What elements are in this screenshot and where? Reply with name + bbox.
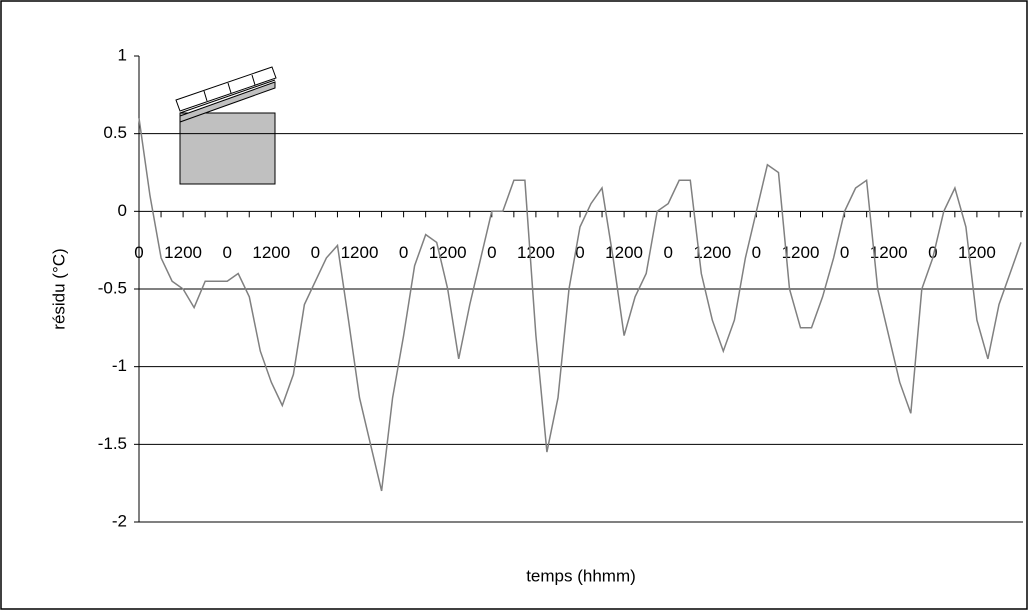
x-tick-label: 0 <box>663 243 672 262</box>
y-tick-label: -1.5 <box>98 434 127 453</box>
x-tick-label: 1200 <box>164 243 202 262</box>
x-tick-label: 1200 <box>341 243 379 262</box>
y-tick-label: -0.5 <box>98 278 127 297</box>
x-tick-label: 0 <box>399 243 408 262</box>
y-axis-title: résidu (°C) <box>49 248 68 329</box>
x-tick-label: 0 <box>752 243 761 262</box>
x-tick-label: 1200 <box>252 243 290 262</box>
x-tick-label: 0 <box>222 243 231 262</box>
y-tick-label: 0.5 <box>103 123 127 142</box>
x-axis-title: temps (hhmm) <box>526 566 636 585</box>
y-tick-label: 1 <box>118 45 127 64</box>
x-tick-label: 0 <box>311 243 320 262</box>
x-tick-label: 0 <box>840 243 849 262</box>
inset-icon <box>175 66 277 185</box>
y-tick-label: -1 <box>112 356 127 375</box>
x-tick-label: 0 <box>487 243 496 262</box>
x-tick-label: 1200 <box>693 243 731 262</box>
y-tick-label: -2 <box>112 511 127 530</box>
x-tick-label: 1200 <box>605 243 643 262</box>
data-line <box>138 117 1022 492</box>
x-tick-label: 0 <box>928 243 937 262</box>
x-tick-label: 1200 <box>870 243 908 262</box>
x-tick-label: 1200 <box>782 243 820 262</box>
x-tick-label: 1200 <box>958 243 996 262</box>
x-tick-label: 1200 <box>517 243 555 262</box>
x-tick-label: 0 <box>575 243 584 262</box>
x-tick-label: 0 <box>134 243 143 262</box>
x-tick-label: 1200 <box>429 243 467 262</box>
y-tick-label: 0 <box>118 201 127 220</box>
